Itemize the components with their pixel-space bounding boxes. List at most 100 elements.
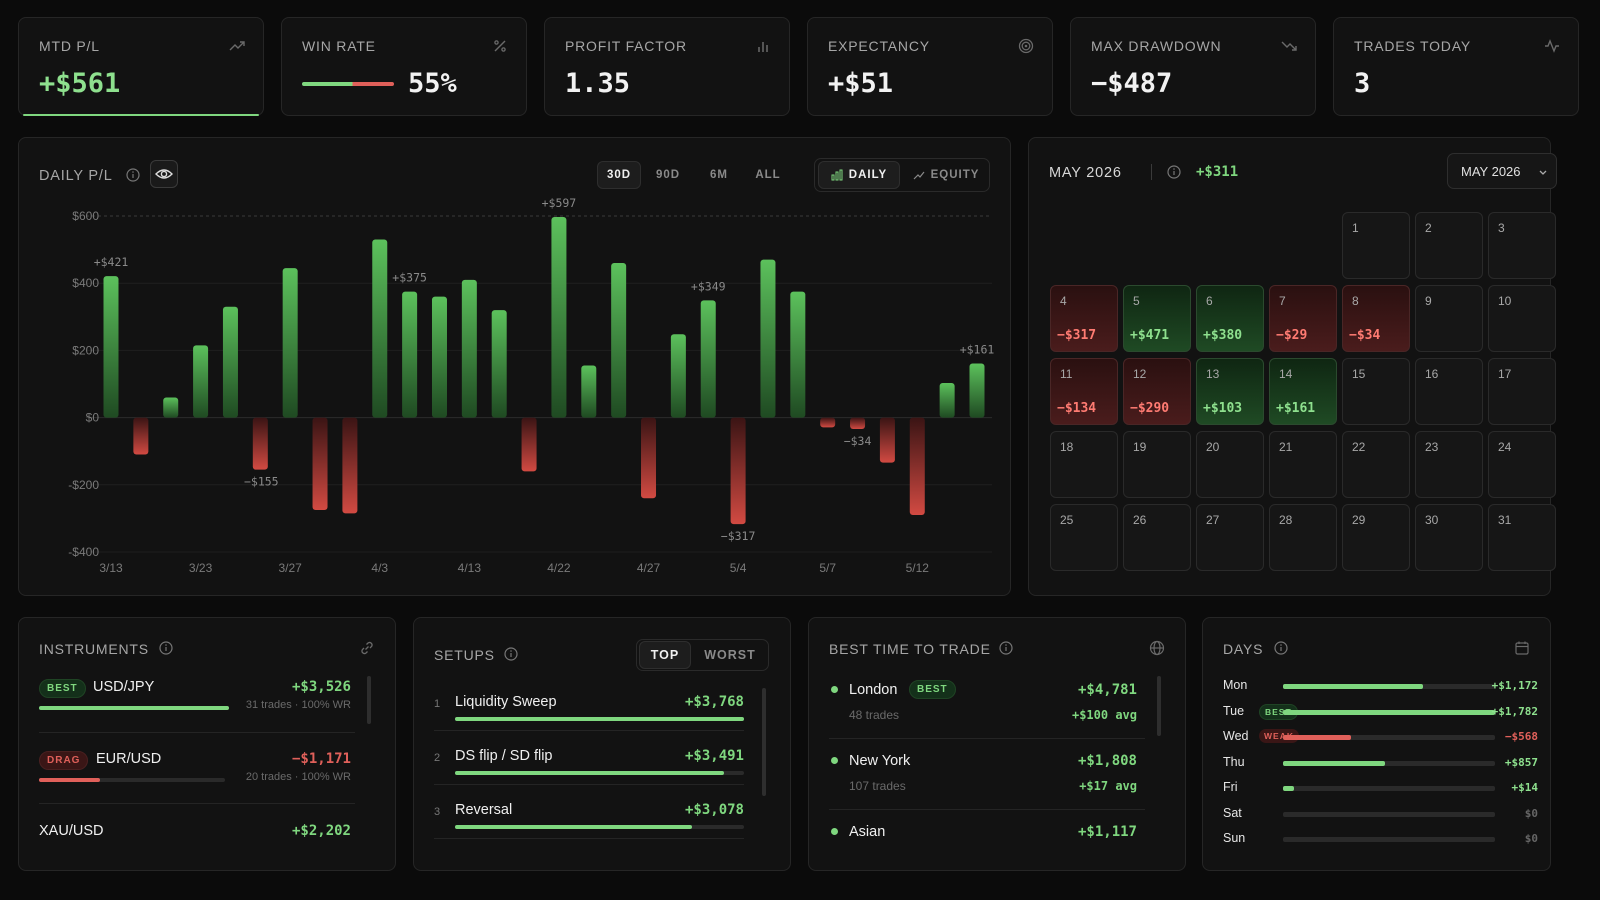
calendar-day[interactable]: 27 (1196, 504, 1264, 571)
setups-scrollbar[interactable] (762, 688, 766, 796)
calendar-day[interactable]: 22 (1342, 431, 1410, 498)
instrument-row[interactable]: BEST USD/JPY +$3,526 31 trades · 100% WR (39, 676, 351, 736)
calendar-day[interactable]: 23 (1415, 431, 1483, 498)
setup-row[interactable]: 1 Liquidity Sweep +$3,768 (434, 692, 744, 736)
bar[interactable] (402, 291, 418, 418)
bar[interactable] (611, 263, 627, 418)
day-row-tue[interactable]: Tue BEST +$1,782 (1223, 702, 1538, 722)
bar[interactable] (282, 268, 298, 418)
calendar-day[interactable]: 26 (1123, 504, 1191, 571)
day-row-sun[interactable]: Sun $0 (1223, 829, 1538, 849)
calendar-day[interactable]: 12 −$290 (1123, 358, 1191, 425)
day-row-mon[interactable]: Mon +$1,172 (1223, 676, 1538, 696)
bar[interactable] (581, 365, 597, 418)
calendar-day[interactable]: 17 (1488, 358, 1556, 425)
bar[interactable] (193, 345, 209, 418)
bar[interactable] (521, 417, 537, 472)
instrument-row[interactable]: XAU/USD +$2,202 (39, 820, 351, 844)
range-tab-6m[interactable]: 6M (710, 169, 728, 181)
calendar-day[interactable]: 16 (1415, 358, 1483, 425)
calendar-day[interactable]: 19 (1123, 431, 1191, 498)
day-row-fri[interactable]: Fri +$14 (1223, 778, 1538, 798)
calendar-day[interactable]: 4 −$317 (1050, 285, 1118, 352)
bar[interactable] (850, 417, 866, 430)
calendar-day[interactable]: 20 (1196, 431, 1264, 498)
calendar-day-number: 5 (1133, 294, 1140, 308)
bar[interactable] (790, 291, 806, 418)
bar[interactable] (641, 417, 657, 499)
info-icon[interactable] (1167, 165, 1181, 179)
instruments-scrollbar[interactable] (367, 676, 371, 724)
day-row-thu[interactable]: Thu +$857 (1223, 753, 1538, 773)
instrument-row[interactable]: DRAG EUR/USD −$1,171 20 trades · 100% WR (39, 748, 351, 808)
info-icon[interactable] (999, 641, 1013, 655)
info-icon[interactable] (126, 168, 140, 182)
calendar-icon[interactable] (1514, 640, 1530, 656)
calendar-day[interactable]: 14 +$161 (1269, 358, 1337, 425)
range-tab-30d[interactable]: 30D (597, 161, 641, 189)
bar[interactable] (312, 417, 328, 510)
link-icon[interactable] (359, 640, 375, 656)
calendar-day[interactable]: 24 (1488, 431, 1556, 498)
bar[interactable] (342, 417, 358, 514)
calendar-day[interactable]: 6 +$380 (1196, 285, 1264, 352)
tab-top[interactable]: TOP (639, 641, 691, 669)
calendar-day[interactable]: 28 (1269, 504, 1337, 571)
info-icon[interactable] (1274, 641, 1288, 655)
info-icon[interactable] (159, 641, 173, 655)
calendar-day[interactable]: 2 (1415, 212, 1483, 279)
calendar-day[interactable]: 9 (1415, 285, 1483, 352)
bar[interactable] (133, 417, 149, 455)
bar[interactable] (760, 259, 776, 418)
mode-equity-button[interactable]: EQUITY (904, 161, 988, 189)
bar[interactable] (163, 397, 179, 418)
calendar-day[interactable]: 25 (1050, 504, 1118, 571)
best-time-scrollbar[interactable] (1157, 676, 1161, 736)
month-select[interactable]: MAY 2026 (1447, 153, 1557, 189)
calendar-day[interactable]: 3 (1488, 212, 1556, 279)
bar[interactable] (491, 310, 507, 418)
visibility-toggle-button[interactable] (150, 160, 178, 188)
setup-row[interactable]: 3 Reversal +$3,078 (434, 800, 744, 844)
range-tab-90d[interactable]: 90D (655, 169, 681, 181)
bar[interactable] (820, 417, 836, 428)
calendar-day[interactable]: 21 (1269, 431, 1337, 498)
bar[interactable] (939, 382, 955, 418)
bar[interactable] (103, 276, 119, 418)
bar[interactable] (670, 334, 686, 418)
calendar-day[interactable]: 8 −$34 (1342, 285, 1410, 352)
bar[interactable] (969, 363, 985, 418)
mode-daily-button[interactable]: DAILY (818, 161, 900, 189)
calendar-day[interactable]: 7 −$29 (1269, 285, 1337, 352)
bar[interactable] (551, 217, 567, 418)
day-row-sat[interactable]: Sat $0 (1223, 804, 1538, 824)
calendar-day[interactable]: 1 (1342, 212, 1410, 279)
bar[interactable] (461, 279, 477, 418)
calendar-day[interactable]: 10 (1488, 285, 1556, 352)
bar[interactable] (372, 239, 388, 418)
range-tab-all[interactable]: ALL (755, 169, 781, 181)
calendar-day[interactable]: 15 (1342, 358, 1410, 425)
session-row[interactable]: New York +$1,808 107 trades +$17 avg (829, 749, 1139, 805)
bar[interactable] (252, 417, 268, 470)
bar[interactable] (431, 296, 447, 418)
bar[interactable] (879, 417, 895, 463)
calendar-day[interactable]: 30 (1415, 504, 1483, 571)
session-row[interactable]: London BEST +$4,781 48 trades +$100 avg (829, 678, 1139, 734)
day-row-wed[interactable]: Wed WEAK −$568 (1223, 727, 1538, 747)
calendar-day[interactable]: 31 (1488, 504, 1556, 571)
calendar-day[interactable]: 11 −$134 (1050, 358, 1118, 425)
bar[interactable] (700, 300, 716, 418)
bar[interactable] (222, 306, 238, 418)
calendar-day[interactable]: 13 +$103 (1196, 358, 1264, 425)
setup-row[interactable]: 2 DS flip / SD flip +$3,491 (434, 746, 744, 790)
info-icon[interactable] (504, 647, 518, 661)
bar[interactable] (909, 417, 925, 516)
calendar-day[interactable]: 18 (1050, 431, 1118, 498)
calendar-day[interactable]: 29 (1342, 504, 1410, 571)
session-row[interactable]: Asian +$1,117 (829, 820, 1139, 846)
tab-worst[interactable]: WORST (704, 648, 756, 662)
bar[interactable] (730, 417, 746, 525)
calendar-day[interactable]: 5 +$471 (1123, 285, 1191, 352)
globe-icon[interactable] (1149, 640, 1165, 656)
